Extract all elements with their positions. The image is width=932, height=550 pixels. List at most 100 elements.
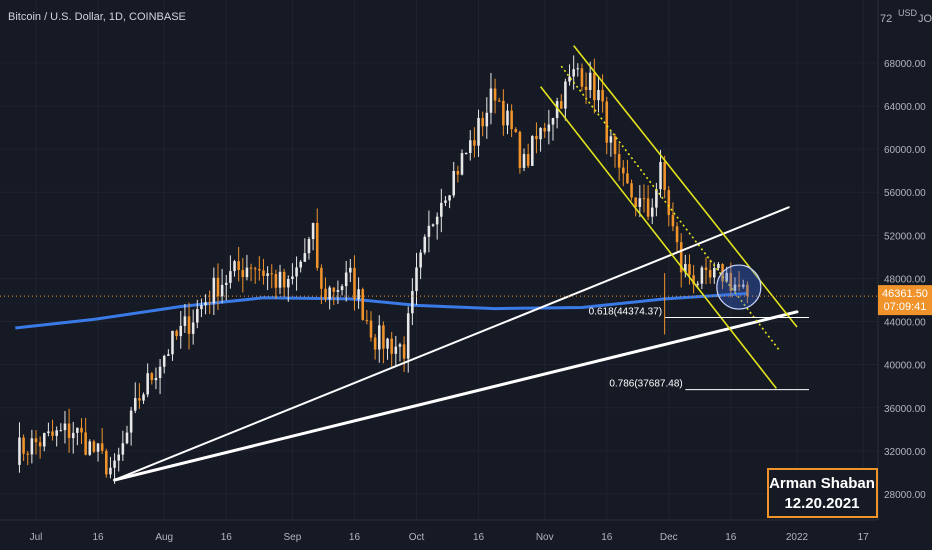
candle-body xyxy=(100,443,104,451)
time-tick-label: 16 xyxy=(349,532,361,543)
candle-body xyxy=(196,309,199,323)
highlight-circle xyxy=(716,264,762,310)
candle-body xyxy=(547,124,551,132)
candle-body xyxy=(522,154,526,168)
candle-body xyxy=(609,136,613,143)
candle-body xyxy=(448,195,451,201)
channel-line xyxy=(539,86,777,389)
candle-body xyxy=(237,261,240,270)
candle-body xyxy=(493,88,497,101)
candle-body xyxy=(26,453,30,455)
candle-body xyxy=(704,267,708,270)
time-tick-label: 16 xyxy=(601,532,613,543)
candle-body xyxy=(150,373,154,381)
fib-layer: 0.618(44374.37) 0.786(37687.48) xyxy=(589,273,809,391)
candle-body xyxy=(489,88,493,113)
time-tick-label: Dec xyxy=(660,532,678,543)
candle-body xyxy=(30,438,34,455)
candle-body xyxy=(551,118,555,125)
candle-body xyxy=(146,373,149,395)
trendline xyxy=(113,310,799,482)
time-tick-label: Aug xyxy=(155,532,173,543)
price-axis[interactable]: 68000.00 64000.00 60000.00 56000.00 52000.00… xyxy=(884,59,926,501)
candle-body xyxy=(584,86,588,90)
candle-body xyxy=(746,284,749,297)
candle-body xyxy=(655,189,658,208)
candle-body xyxy=(419,252,422,268)
candle-body xyxy=(518,131,522,168)
time-tick-label: 16 xyxy=(221,532,233,543)
candle-body xyxy=(200,305,203,310)
candle-body xyxy=(440,202,443,217)
candle-body xyxy=(597,89,600,101)
time-axis-panel xyxy=(0,520,932,550)
candle-body xyxy=(18,437,21,465)
candle-body xyxy=(208,302,211,304)
candle-body xyxy=(105,450,108,475)
candle-body xyxy=(605,101,609,143)
candle-body xyxy=(92,441,96,452)
candle-body xyxy=(572,69,575,77)
candle-body xyxy=(204,302,207,306)
candle-body xyxy=(468,140,472,154)
time-tick-label: 16 xyxy=(92,532,104,543)
candle-body xyxy=(646,198,650,217)
grid xyxy=(0,0,878,520)
candle-body xyxy=(630,183,633,198)
candle-body xyxy=(452,170,456,196)
candle-body xyxy=(369,320,373,338)
candle-body xyxy=(332,287,336,292)
candle-body xyxy=(444,200,447,203)
price-tick-label: 60000.00 xyxy=(884,145,926,156)
price-axis-top-partial: 72 xyxy=(880,13,892,25)
candle-body xyxy=(167,354,170,356)
time-tick-label: Oct xyxy=(409,532,425,543)
candle-body xyxy=(514,129,518,132)
candle-body xyxy=(258,269,261,271)
author-date: 12.20.2021 xyxy=(784,495,859,512)
candle-body xyxy=(377,325,381,350)
candle-body xyxy=(423,236,427,253)
candle-body xyxy=(162,355,166,367)
candle-body xyxy=(187,316,191,334)
candle-body xyxy=(568,76,571,82)
candle-body xyxy=(59,430,63,432)
candle-body xyxy=(535,135,538,140)
candle-body xyxy=(659,161,662,190)
time-tick-label: Sep xyxy=(284,532,302,543)
candle-body xyxy=(353,267,356,300)
candle-body xyxy=(684,264,687,273)
candle-body xyxy=(216,277,220,297)
candle-body xyxy=(650,207,654,217)
candle-body xyxy=(357,289,360,300)
candle-body xyxy=(725,272,728,282)
price-tick-label: 44000.00 xyxy=(884,318,926,329)
time-axis[interactable]: Jul 16 Aug 16 Sep 16 Oct 16 Nov 16 Dec 16 2022 17 xyxy=(30,532,870,543)
candle-body xyxy=(179,325,183,337)
candle-body xyxy=(129,410,133,433)
candle-body xyxy=(38,442,42,447)
candle-body xyxy=(576,68,580,70)
candle-body xyxy=(241,269,245,278)
candle-body xyxy=(634,197,637,207)
candle-body xyxy=(464,153,468,155)
candle-body xyxy=(133,398,137,411)
candle-body xyxy=(485,112,489,127)
candle-body xyxy=(282,271,286,288)
candle-body xyxy=(667,190,671,215)
candle-body xyxy=(506,110,509,126)
candle-body xyxy=(270,273,274,275)
candle-body xyxy=(55,430,58,436)
candle-body xyxy=(245,267,249,278)
candle-body xyxy=(224,282,228,285)
candle-body xyxy=(191,322,195,334)
candle-body xyxy=(415,267,418,292)
price-tick-label: 64000.00 xyxy=(884,102,926,113)
candle-body xyxy=(320,267,323,289)
candle-body xyxy=(274,274,278,288)
candle-body xyxy=(51,431,54,436)
candle-body xyxy=(675,226,679,243)
price-tick-label: 32000.00 xyxy=(884,447,926,458)
